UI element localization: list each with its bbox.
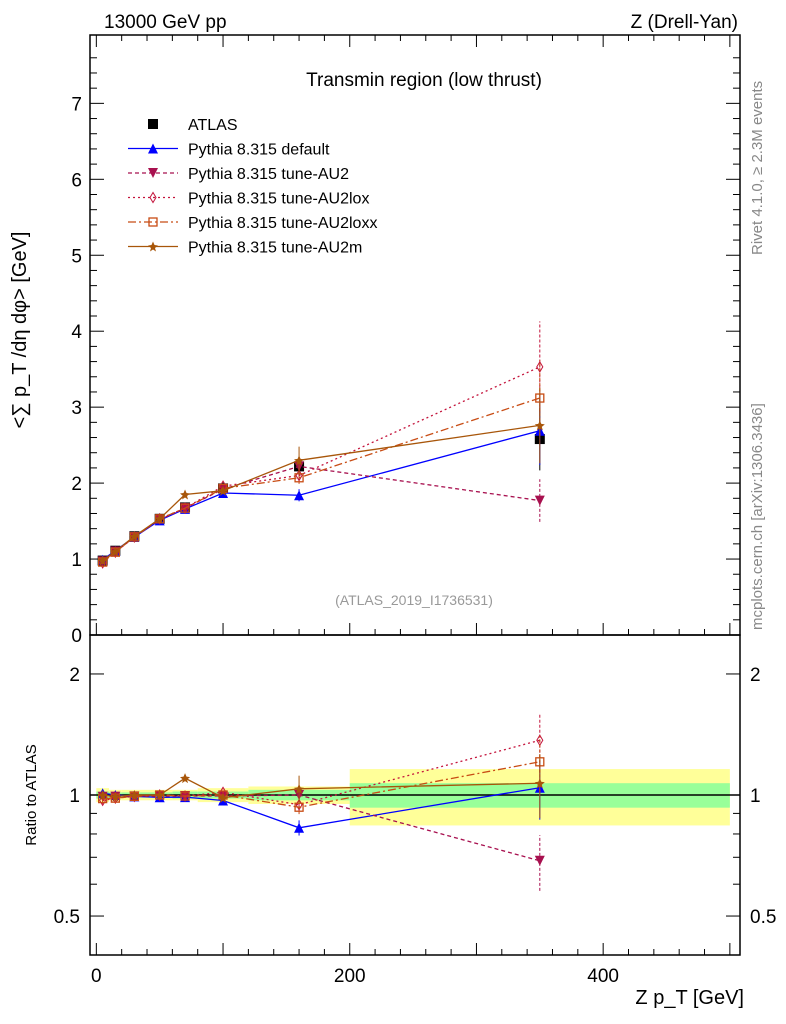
x-tick-label: 0 — [91, 966, 102, 987]
ratio-y-tick-label: 2 — [69, 665, 80, 686]
ratio-y-tick-label: 0.5 — [54, 907, 80, 928]
ratio-point-tune-au2m — [180, 773, 191, 784]
legend-label: Pythia 8.315 tune-AU2loxx — [188, 215, 377, 232]
ratio-y-tick-label-right: 2 — [750, 665, 761, 686]
ratio-point-tune-au2loxx — [294, 802, 304, 812]
legend-label: Pythia 8.315 default — [188, 142, 330, 159]
legend-marker — [149, 191, 157, 204]
ratio-point-tune-au2m — [129, 790, 140, 800]
x-axis-label: Z p_T [GeV] — [635, 987, 744, 1009]
ratio-y-axis-label: Ratio to ATLAS — [23, 744, 40, 845]
ratio-line-tune-au2loxx — [102, 761, 540, 808]
ratio-y-tick-label: 1 — [69, 786, 80, 807]
header-left: 13000 GeV pp — [104, 12, 227, 33]
ratio-point-default — [294, 822, 305, 833]
series-point-tune-au2m — [110, 546, 121, 557]
series-point-tune-au2 — [534, 495, 545, 506]
legend-marker — [148, 217, 158, 227]
series-line-tune-au2 — [102, 465, 540, 562]
y-tick-label: 4 — [71, 322, 82, 343]
series-point-tune-au2m — [97, 555, 108, 566]
series-point-tune-au2loxx — [180, 503, 190, 513]
series-point-tune-au2m — [294, 455, 305, 466]
y-axis-label: <∑ p_T /dη dφ> [GeV] — [9, 232, 31, 429]
header-right: Z (Drell-Yan) — [631, 12, 738, 33]
y-tick-label: 3 — [71, 398, 82, 419]
chart-title: Transmin region (low thrust) — [306, 70, 542, 91]
x-tick-label: 200 — [334, 966, 366, 987]
series-line-tune-au2loxx — [102, 397, 541, 563]
x-tick-label: 400 — [587, 966, 619, 987]
series-point-tune-au2m — [180, 489, 191, 500]
series-point-tune-au2lox — [536, 360, 544, 373]
legend-label: Pythia 8.315 tune-AU2lox — [188, 191, 369, 208]
ratio-point-tune-au2m — [294, 783, 305, 794]
ratio-point-tune-au2m — [97, 790, 108, 800]
legend-label: ATLAS — [188, 117, 238, 134]
y-tick-label: 5 — [71, 246, 82, 267]
series-point-default — [294, 490, 305, 501]
ratio-point-tune-au2m — [218, 792, 229, 803]
y-tick-label: 6 — [71, 170, 82, 191]
legend-label: Pythia 8.315 tune-AU2 — [188, 166, 349, 183]
y-tick-label: 1 — [71, 550, 82, 571]
series-point-tune-au2m — [218, 485, 229, 496]
series-line-tune-au2m — [102, 424, 540, 562]
legend-marker — [148, 119, 158, 129]
ratio-point-tune-au2m — [154, 790, 165, 800]
ratio-y-tick-label-right: 0.5 — [750, 907, 776, 928]
y-tick-label: 0 — [71, 626, 82, 647]
series-point-tune-au2m — [129, 531, 140, 542]
legend-marker — [148, 241, 158, 252]
series-point-tune-au2m — [154, 513, 165, 524]
series-line-tune-au2lox — [102, 366, 541, 564]
legend-label: Pythia 8.315 tune-AU2m — [188, 240, 362, 257]
mcplots-label: mcplots.cern.ch [arXiv:1306.3436] — [749, 403, 766, 630]
ratio-point-tune-au2m — [110, 791, 121, 802]
legend-marker — [148, 168, 158, 178]
series-line-default — [102, 430, 540, 561]
analysis-label: (ATLAS_2019_I1736531) — [335, 592, 493, 608]
y-tick-label: 7 — [71, 94, 82, 115]
rivet-label: Rivet 4.1.0, ≥ 2.3M events — [749, 81, 766, 255]
ratio-y-tick-label-right: 1 — [750, 786, 761, 807]
series-point-tune-au2m — [534, 420, 545, 431]
legend-marker — [148, 143, 158, 154]
ratio-point-tune-au2lox — [181, 790, 189, 803]
y-tick-label: 2 — [71, 474, 82, 495]
ratio-point-tune-au2 — [534, 855, 545, 866]
ratio-point-tune-au2m — [534, 778, 545, 789]
ratio-point-tune-au2loxx — [180, 791, 190, 801]
